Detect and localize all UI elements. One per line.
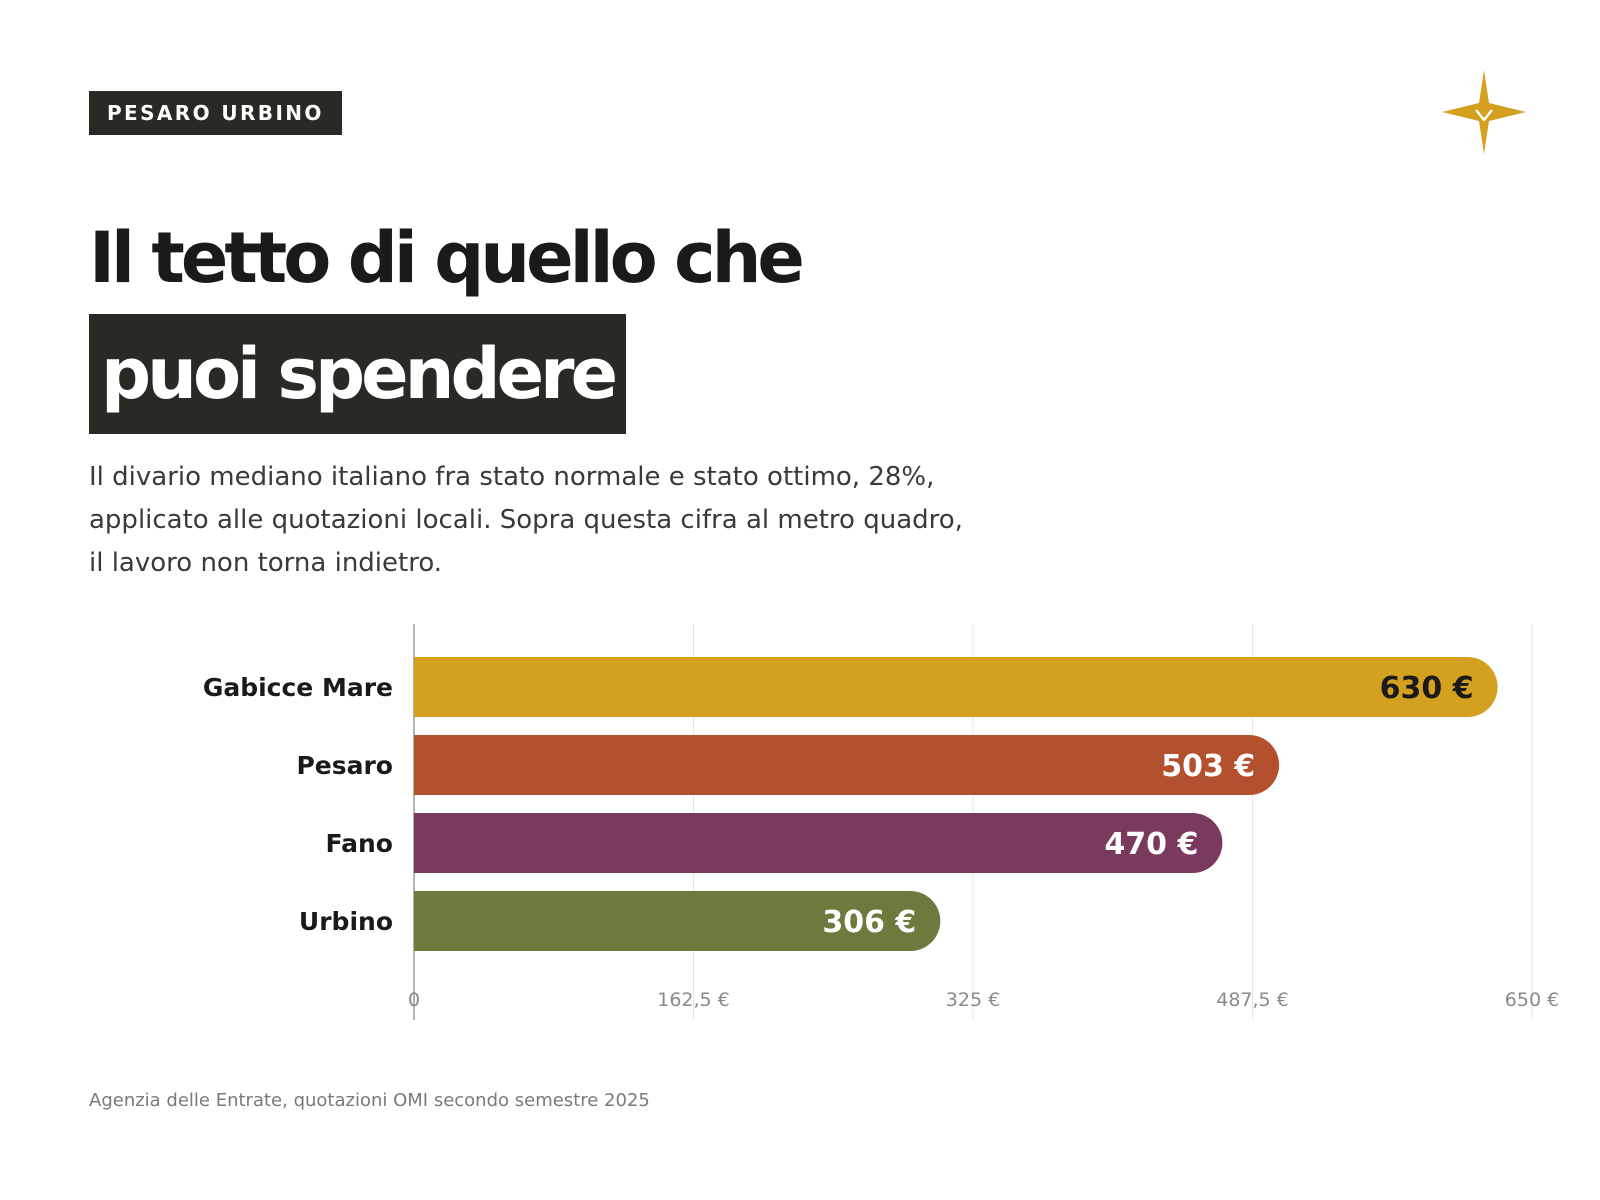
bar-layer: Gabicce Mare 630 € Pesaro 503 € Fano 470 € Urb… [203, 657, 1498, 951]
bar-chart: Gabicce Mare 630 € Pesaro 503 € Fano 470 € Urb… [203, 624, 1559, 1020]
category-label: Pesaro [296, 751, 393, 780]
x-tick-label: 325 € [946, 989, 1000, 1011]
bar-base [414, 891, 444, 951]
bar-base [414, 735, 444, 795]
bar [414, 891, 941, 951]
value-label: 306 € [822, 905, 916, 940]
x-tick-label: 0 [408, 989, 420, 1011]
x-tick-label: 650 € [1505, 989, 1559, 1011]
category-label: Gabicce Mare [203, 673, 393, 702]
value-label: 470 € [1104, 827, 1198, 862]
subtitle: Il divario mediano italiano fra stato no… [89, 462, 963, 578]
star-logo-icon [1442, 70, 1526, 154]
bar [414, 813, 1223, 873]
bar [414, 735, 1280, 795]
value-label: 630 € [1380, 671, 1474, 706]
category-label: Fano [326, 829, 393, 858]
headline-line-2-highlight: puoi spendere [89, 314, 627, 434]
tick-layer: 0 162,5 € 325 € 487,5 € 650 € [408, 989, 1559, 1011]
category-label: Urbino [299, 907, 393, 936]
bar-base [414, 813, 444, 873]
region-badge: PESARO URBINO [89, 91, 342, 135]
x-tick-label: 487,5 € [1216, 989, 1289, 1011]
x-tick-label: 162,5 € [657, 989, 730, 1011]
source-note: Agenzia delle Entrate, quotazioni OMI se… [89, 1090, 650, 1111]
headline-line-1: Il tetto di quello che [89, 217, 805, 299]
bar-base [414, 657, 444, 717]
bar [414, 657, 1498, 717]
value-label: 503 € [1161, 749, 1255, 784]
